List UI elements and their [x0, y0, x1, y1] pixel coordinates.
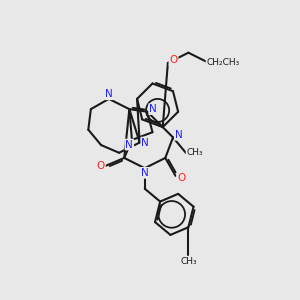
Text: O: O	[177, 173, 185, 183]
Text: O: O	[97, 160, 105, 171]
Text: N: N	[125, 140, 133, 150]
Text: CH₂CH₃: CH₂CH₃	[206, 58, 240, 68]
Text: N: N	[175, 130, 182, 140]
Text: N: N	[141, 137, 149, 148]
Text: N: N	[149, 104, 157, 114]
Text: N: N	[141, 168, 148, 178]
Text: CH₃: CH₃	[180, 257, 197, 266]
Text: O: O	[169, 56, 178, 65]
Text: N: N	[105, 89, 113, 99]
Text: CH₃: CH₃	[187, 148, 203, 157]
